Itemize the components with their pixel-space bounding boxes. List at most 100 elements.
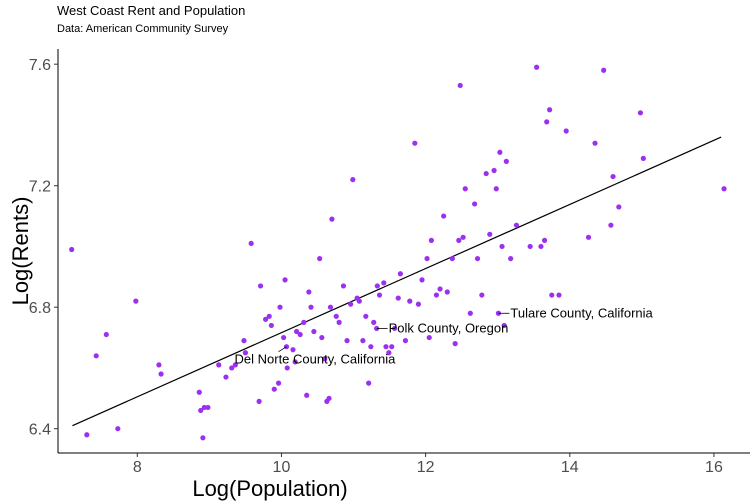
- x-tick-label: 8: [133, 459, 142, 476]
- annotation-leader: [278, 346, 287, 353]
- data-point: [93, 353, 99, 359]
- data-point: [293, 328, 300, 335]
- data-point: [547, 107, 553, 113]
- data-point: [541, 237, 548, 243]
- data-point: [281, 334, 287, 341]
- data-point: [608, 222, 614, 228]
- data-point: [133, 298, 139, 304]
- data-point: [340, 283, 347, 289]
- data-point: [441, 213, 447, 219]
- data-point: [156, 362, 162, 368]
- data-point: [428, 237, 434, 243]
- data-point: [610, 173, 616, 180]
- data-point: [284, 365, 290, 371]
- data-point: [275, 380, 282, 386]
- data-point: [229, 365, 235, 371]
- data-point: [374, 283, 380, 289]
- data-point: [456, 237, 462, 243]
- data-point: [376, 292, 383, 298]
- data-point: [415, 301, 422, 307]
- data-point: [389, 344, 395, 350]
- annotation-label: Del Norte County, California: [235, 352, 397, 367]
- data-point: [592, 140, 598, 146]
- data-point: [538, 243, 544, 250]
- data-point: [319, 334, 325, 341]
- data-point: [282, 277, 288, 283]
- y-tick-label: 6.8: [29, 300, 51, 317]
- data-point: [200, 435, 206, 441]
- data-point: [563, 128, 569, 134]
- data-point: [360, 338, 366, 344]
- data-point: [637, 110, 644, 116]
- data-point: [412, 140, 418, 146]
- data-point: [348, 301, 354, 307]
- y-axis-title: Log(Rents): [8, 197, 33, 306]
- data-point: [242, 350, 249, 356]
- data-point: [616, 204, 622, 210]
- data-point: [460, 234, 466, 240]
- data-point: [266, 313, 272, 319]
- data-point: [216, 362, 222, 368]
- annotation-label: Polk County, Oregon: [389, 320, 509, 335]
- chart-title: West Coast Rent and Population: [57, 3, 245, 18]
- data-point: [196, 389, 202, 395]
- data-point: [549, 292, 555, 298]
- data-point: [449, 255, 455, 262]
- data-point: [585, 234, 592, 240]
- points-group: [69, 64, 727, 441]
- data-point: [103, 331, 109, 338]
- data-point: [326, 395, 332, 401]
- data-point: [223, 374, 229, 380]
- trend-line-group: [72, 136, 722, 427]
- data-point: [407, 298, 413, 304]
- data-point: [556, 292, 562, 298]
- ticks: 8 10 12 14 16 6.4 6.8 7.2 7.6: [29, 57, 723, 476]
- data-point: [383, 344, 389, 350]
- data-point: [201, 404, 207, 411]
- data-point: [483, 170, 489, 177]
- data-point: [311, 328, 317, 335]
- data-point: [292, 359, 298, 365]
- axes: [57, 49, 750, 454]
- data-point: [366, 380, 372, 386]
- data-point: [601, 67, 607, 73]
- x-axis-title: Log(Population): [192, 476, 347, 501]
- data-point: [392, 325, 398, 332]
- data-point: [256, 398, 262, 404]
- data-point: [462, 186, 468, 192]
- data-point: [368, 344, 374, 350]
- data-point: [69, 246, 75, 253]
- data-point: [363, 313, 369, 319]
- data-point: [397, 271, 403, 277]
- data-point: [350, 177, 356, 183]
- data-point: [308, 304, 314, 310]
- data-point: [344, 338, 350, 344]
- data-point: [452, 341, 458, 347]
- data-point: [479, 292, 485, 298]
- data-point: [241, 338, 247, 344]
- data-point: [503, 158, 509, 164]
- data-point: [467, 310, 473, 316]
- data-point: [499, 243, 505, 250]
- y-tick-label: 6.4: [29, 422, 51, 439]
- data-point: [544, 119, 550, 125]
- x-tick-label: 12: [417, 459, 435, 476]
- y-tick-label: 7.2: [29, 179, 51, 196]
- annotation-label: Tulare County, California: [510, 305, 653, 320]
- data-point: [277, 304, 283, 310]
- data-point: [386, 350, 392, 356]
- chart-subtitle: Data: American Community Survey: [57, 23, 229, 35]
- data-point: [534, 64, 540, 70]
- data-point: [263, 316, 269, 322]
- data-point: [381, 280, 387, 286]
- data-point: [395, 295, 401, 301]
- data-point: [493, 186, 499, 192]
- data-point: [329, 216, 335, 222]
- y-tick-label: 7.6: [29, 57, 51, 74]
- data-point: [322, 356, 328, 362]
- data-point: [371, 319, 377, 325]
- data-point: [158, 371, 164, 377]
